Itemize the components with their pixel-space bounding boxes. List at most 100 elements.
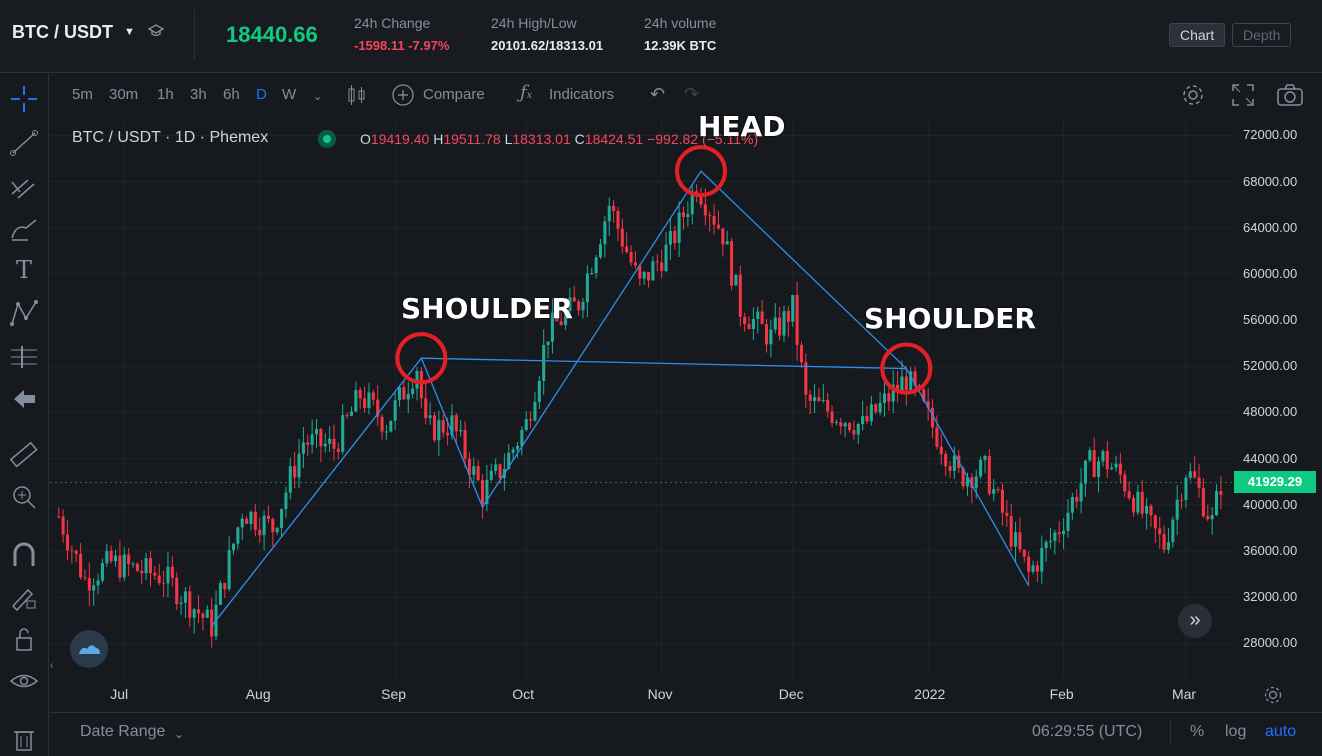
candle-body [1127, 491, 1131, 499]
interval-d[interactable]: D [256, 86, 267, 103]
candle-body [432, 415, 437, 441]
chevron-down-icon[interactable]: ⌄ [174, 727, 185, 741]
undo-icon[interactable]: ↶ [650, 84, 666, 104]
candle-body [1123, 474, 1127, 492]
pair-selector[interactable]: BTC / USDT [12, 22, 113, 42]
tab-chart[interactable]: Chart [1169, 23, 1226, 47]
eye-icon[interactable] [8, 666, 40, 696]
candle-body [603, 221, 607, 245]
interval-more-icon[interactable]: ⌄ [313, 91, 323, 103]
high-label: H [433, 131, 444, 147]
lock-icon[interactable] [8, 624, 40, 654]
high-value: 19511.78 [443, 131, 501, 147]
utc-clock[interactable]: 06:29:55 (UTC) [1032, 723, 1143, 740]
indicators-button[interactable]: Indicators [549, 86, 615, 103]
right-shoulder-annotation: SHOULDER [864, 302, 1036, 335]
candle-body [856, 423, 860, 435]
candle-body [786, 311, 790, 322]
fx-icon[interactable]: ƒx [520, 82, 533, 103]
compare-button[interactable]: Compare [423, 86, 485, 103]
settings-gear-icon[interactable] [1180, 82, 1206, 113]
interval-5m[interactable]: 5m [72, 86, 93, 103]
log-toggle[interactable]: log [1225, 723, 1247, 740]
trash-icon[interactable] [8, 724, 40, 754]
caret-down-icon[interactable]: ▼ [124, 26, 135, 38]
candle-body [804, 362, 808, 395]
redo-icon[interactable]: ↷ [684, 84, 700, 104]
axis-settings-gear-icon[interactable] [1262, 684, 1284, 711]
tab-depth[interactable]: Depth [1232, 23, 1292, 47]
magnet-icon[interactable] [8, 540, 40, 570]
candle-body [271, 518, 275, 533]
change-value: -1598.11 -7.97% [354, 38, 450, 53]
interval-30m[interactable]: 30m [109, 86, 139, 103]
tradingview-logo-icon[interactable] [70, 630, 108, 668]
candle-body [319, 429, 323, 447]
candle-body [913, 371, 917, 386]
candle-body [904, 376, 908, 390]
candle-body [839, 422, 843, 427]
candle-body [231, 543, 236, 551]
back-arrow-icon[interactable] [8, 384, 40, 414]
interval-3h[interactable]: 3h [190, 86, 207, 103]
candle-body [572, 297, 576, 302]
close-value: 18424.51 [584, 131, 644, 147]
crosshair-icon[interactable] [8, 84, 40, 114]
ruler-icon[interactable] [8, 440, 40, 470]
candle-body [607, 205, 611, 222]
candle-type-icon[interactable] [346, 84, 368, 111]
collapse-arrow-icon[interactable]: ‹ [50, 660, 54, 671]
candle-body [1105, 450, 1109, 470]
candle-body [1193, 471, 1197, 478]
zoom-in-icon[interactable] [8, 482, 40, 512]
fib-tool-icon[interactable] [8, 172, 40, 202]
x-tick-label: Mar [1171, 686, 1197, 702]
candle-body [869, 404, 873, 422]
compare-plus-icon[interactable] [392, 84, 414, 111]
candle-body [1097, 461, 1101, 478]
percent-toggle[interactable]: % [1190, 723, 1205, 740]
candle-body [830, 411, 834, 423]
candle-body [1062, 530, 1066, 535]
camera-icon[interactable] [1276, 82, 1304, 113]
interval-w[interactable]: W [282, 86, 297, 103]
candle-body [699, 196, 703, 205]
fullscreen-icon[interactable] [1230, 82, 1256, 113]
neckline [421, 357, 907, 370]
candle-body [1031, 565, 1035, 572]
x-tick-label: Oct [512, 686, 534, 702]
change-label: 24h Change [354, 15, 431, 31]
pattern-tool-icon[interactable] [8, 298, 40, 328]
candle-body [249, 511, 253, 524]
text-tool-icon[interactable]: T [15, 256, 32, 284]
candle-body [489, 470, 493, 480]
lock-drawings-icon[interactable] [8, 582, 40, 612]
graduation-cap-icon[interactable] [147, 24, 165, 41]
candle-body [148, 558, 153, 574]
candle-body [293, 466, 297, 478]
candle-body [660, 262, 664, 272]
interval-6h[interactable]: 6h [223, 86, 240, 103]
head-circle [674, 145, 727, 198]
candle-body [598, 244, 603, 258]
price-chart[interactable] [50, 118, 1234, 678]
head-annotation: HEAD [698, 110, 786, 143]
candle-body [472, 466, 476, 475]
auto-toggle[interactable]: auto [1265, 723, 1297, 740]
candle-body [179, 602, 183, 604]
trend-line-icon[interactable] [8, 128, 40, 158]
measure-tool-icon[interactable] [8, 342, 40, 372]
candle-body [712, 216, 716, 225]
brush-icon[interactable] [8, 214, 40, 244]
highlow-value: 20101.62/18313.01 [491, 38, 604, 53]
interval-1h[interactable]: 1h [157, 86, 174, 103]
candle-body [1005, 512, 1009, 516]
candle-body [935, 427, 939, 447]
date-range-button[interactable]: Date Range [80, 723, 166, 740]
candle-body [310, 434, 314, 445]
candle-body [1000, 489, 1004, 513]
candle-body [909, 371, 913, 390]
scroll-to-realtime-button[interactable]: » [1178, 604, 1212, 638]
candle-body [1166, 542, 1170, 550]
candle-body [546, 341, 550, 345]
